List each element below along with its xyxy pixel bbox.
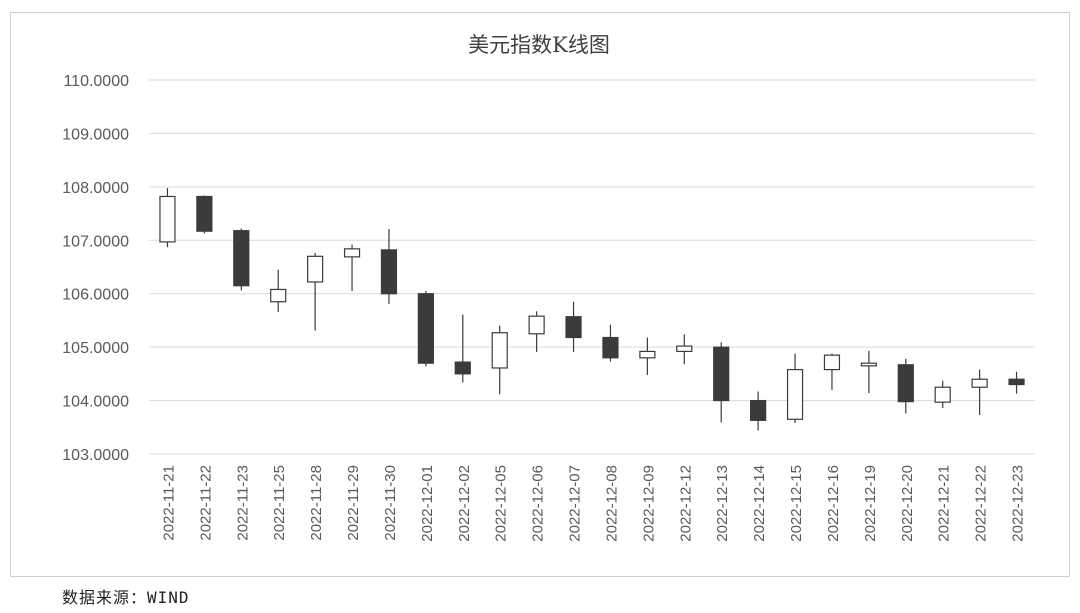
- candle: [934, 380, 951, 409]
- x-tick-label: 2022-11-21: [160, 465, 177, 541]
- candle-body-up: [676, 345, 693, 353]
- candle: [750, 391, 767, 431]
- candle-body-down: [602, 336, 619, 359]
- candle-body-down: [454, 361, 471, 375]
- x-tick-label: 2022-12-05: [493, 465, 510, 542]
- x-tick-label: 2022-12-02: [456, 465, 473, 542]
- candle: [971, 369, 988, 415]
- candle: [159, 187, 176, 248]
- candle: [417, 291, 434, 367]
- x-tick-label: 2022-11-28: [308, 465, 325, 541]
- x-tick-label: 2022-12-06: [530, 465, 547, 542]
- candle-body-up: [491, 332, 508, 369]
- x-tick-label: 2022-12-21: [936, 465, 953, 542]
- x-tick-label: 2022-12-01: [419, 465, 436, 542]
- candle: [639, 337, 656, 375]
- candle: [528, 311, 545, 352]
- candle-body-down: [897, 364, 914, 403]
- x-tick-label: 2022-12-20: [899, 465, 916, 542]
- y-axis: 110.0000 109.0000 108.0000 107.0000 106.0000…: [62, 73, 129, 464]
- candle-body-up: [860, 362, 877, 367]
- candle-body-up: [307, 255, 324, 283]
- candle: [491, 325, 508, 395]
- candle-body-up: [823, 354, 841, 371]
- x-tick-label: 2022-12-12: [677, 465, 694, 542]
- candle: [676, 334, 693, 365]
- x-tick-label: 2022-12-09: [640, 465, 657, 542]
- candle: [1008, 371, 1025, 394]
- candle-body-down: [713, 346, 730, 402]
- y-tick-label: 105.0000: [62, 340, 129, 357]
- x-tick-label: 2022-12-19: [862, 465, 879, 542]
- x-tick-label: 2022-12-22: [973, 465, 990, 542]
- x-tick-label: 2022-12-16: [825, 465, 842, 542]
- x-tick-label: 2022-12-14: [751, 465, 768, 542]
- y-tick-label: 107.0000: [62, 233, 129, 250]
- x-tick-label: 2022-11-22: [197, 465, 214, 541]
- grid-lines: [149, 79, 1035, 455]
- candle: [565, 301, 582, 352]
- chart-frame: 美元指数K线图 110.0000 109.0000 108.0000 107.0000…: [10, 12, 1070, 577]
- candle: [786, 353, 804, 424]
- candle-body-up: [528, 315, 545, 335]
- candle-body-up: [971, 378, 988, 388]
- candle-body-up: [270, 288, 287, 303]
- candle: [196, 195, 213, 234]
- candle-body-down: [380, 249, 398, 295]
- candle-body-up: [159, 195, 176, 243]
- x-tick-label: 2022-12-13: [714, 465, 731, 542]
- y-tick-label: 110.0000: [63, 73, 129, 90]
- candle-body-down: [196, 195, 213, 232]
- candle: [860, 350, 877, 394]
- candle-body-up: [343, 248, 361, 258]
- y-tick-label: 108.0000: [62, 180, 129, 197]
- candle: [897, 358, 914, 414]
- candlestick-chart: 美元指数K线图 110.0000 109.0000 108.0000 107.0000…: [62, 33, 1035, 542]
- candle-body-up: [639, 350, 656, 359]
- candle-body-down: [1008, 378, 1025, 386]
- candle: [713, 342, 730, 423]
- candle: [270, 269, 287, 312]
- x-axis: 2022-11-21 2022-11-22 2022-11-23 2022-11-25…: [160, 465, 1026, 542]
- candle: [823, 353, 841, 390]
- candles: [159, 187, 1025, 431]
- candle-body-up: [786, 368, 804, 420]
- x-tick-label: 2022-12-23: [1010, 465, 1027, 542]
- candle: [602, 324, 619, 362]
- candle: [380, 229, 398, 304]
- x-tick-label: 2022-11-30: [382, 465, 399, 541]
- source-note: 数据来源：WIND: [62, 588, 190, 607]
- y-tick-label: 104.0000: [62, 394, 129, 411]
- x-tick-label: 2022-12-08: [603, 465, 620, 542]
- x-tick-label: 2022-12-07: [567, 465, 584, 542]
- chart-title: 美元指数K线图: [468, 33, 610, 57]
- candle-body-down: [565, 316, 582, 339]
- x-tick-label: 2022-11-23: [234, 465, 251, 541]
- candle-body-down: [233, 230, 250, 287]
- y-tick-label: 109.0000: [62, 126, 129, 143]
- y-tick-label: 106.0000: [62, 287, 129, 304]
- x-tick-label: 2022-11-29: [345, 465, 362, 541]
- y-tick-label: 103.0000: [62, 447, 129, 464]
- candle-body-down: [750, 399, 767, 421]
- x-tick-label: 2022-12-15: [788, 465, 805, 542]
- candle-body-up: [934, 386, 951, 403]
- candle: [343, 244, 361, 292]
- candle-body-down: [417, 293, 434, 364]
- candle: [454, 314, 471, 383]
- candle: [307, 253, 324, 331]
- candle: [233, 228, 250, 291]
- x-tick-label: 2022-11-25: [271, 465, 288, 541]
